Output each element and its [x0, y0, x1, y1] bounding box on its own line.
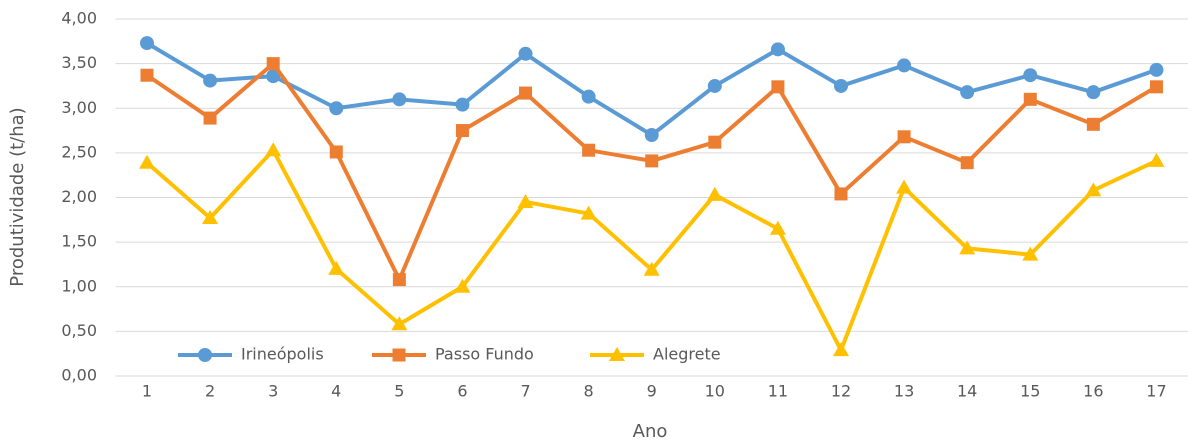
data-point [769, 220, 786, 235]
data-point [896, 179, 913, 194]
x-tick-label: 16 [1083, 382, 1103, 401]
data-point [833, 78, 848, 93]
data-point [771, 80, 785, 94]
data-point [329, 101, 344, 116]
data-point [834, 187, 848, 201]
data-point [1085, 182, 1102, 197]
data-point [265, 142, 282, 157]
data-point [580, 205, 597, 220]
x-tick-label: 11 [768, 382, 788, 401]
data-point [455, 97, 470, 112]
data-point [960, 85, 975, 100]
x-tick-label: 12 [831, 382, 851, 401]
legend-label: Alegrete [653, 345, 721, 364]
data-point [328, 260, 345, 275]
data-point [203, 73, 218, 88]
x-tick-label: 14 [957, 382, 977, 401]
legend-marker [392, 348, 406, 362]
x-tick-label: 13 [894, 382, 914, 401]
data-point [1023, 68, 1038, 83]
y-tick-label: 1,50 [61, 232, 97, 251]
data-point [140, 68, 154, 82]
series-line [145, 41, 1158, 138]
x-tick-label: 5 [394, 382, 404, 401]
data-point [1149, 62, 1164, 77]
data-point [391, 316, 408, 331]
y-tick-label: 2,00 [61, 187, 97, 206]
data-point [960, 156, 974, 170]
data-point [706, 186, 723, 201]
data-point [517, 193, 534, 208]
data-point [455, 124, 469, 138]
data-point [519, 86, 533, 100]
series-line [145, 61, 1158, 282]
y-tick-label: 3,00 [61, 98, 97, 117]
data-point [1022, 246, 1039, 261]
data-point [1086, 85, 1101, 100]
data-point [1023, 92, 1037, 106]
data-point [329, 145, 343, 159]
data-point [139, 36, 154, 51]
data-point [203, 111, 217, 125]
x-tick-label: 8 [584, 382, 594, 401]
data-point [392, 273, 406, 287]
y-tick-label: 1,00 [61, 276, 97, 295]
x-tick-label: 7 [520, 382, 530, 401]
legend-marker [198, 348, 212, 362]
x-axis-label: Ano [633, 421, 668, 442]
x-tick-label: 2 [205, 382, 215, 401]
legend-label: Passo Fundo [435, 345, 534, 364]
data-point [266, 69, 281, 84]
y-tick-label: 3,50 [61, 53, 97, 72]
x-tick-label: 3 [268, 382, 278, 401]
y-tick-label: 0,50 [61, 321, 97, 340]
y-tick-label: 4,00 [61, 9, 97, 28]
data-point [708, 135, 722, 149]
data-point [454, 278, 471, 293]
data-point [643, 261, 660, 276]
data-point [707, 78, 722, 93]
legend-marker [609, 347, 625, 361]
data-point [138, 154, 155, 169]
x-tick-label: 10 [705, 382, 725, 401]
data-point [897, 58, 912, 73]
data-point [645, 154, 659, 168]
x-tick-label: 15 [1020, 382, 1040, 401]
x-tick-label: 9 [647, 382, 657, 401]
data-point [1086, 117, 1100, 131]
data-point [770, 42, 785, 57]
data-point [644, 128, 659, 143]
x-tick-label: 17 [1146, 382, 1166, 401]
y-tick-label: 2,50 [61, 142, 97, 161]
data-point [202, 210, 219, 225]
data-point [959, 240, 976, 255]
data-point [832, 342, 849, 357]
x-tick-label: 6 [457, 382, 467, 401]
data-point [1148, 152, 1165, 167]
data-point [582, 143, 596, 157]
data-point [581, 89, 596, 104]
data-point [897, 130, 911, 144]
x-tick-label: 4 [331, 382, 341, 401]
legend-label: Irineópolis [241, 345, 324, 364]
data-point [266, 57, 280, 71]
y-axis-label: Produtividade (t/ha) [7, 107, 28, 286]
data-point [518, 46, 533, 61]
x-tick-label: 1 [142, 382, 152, 401]
series-line [145, 148, 1158, 353]
data-point [392, 92, 407, 107]
y-tick-label: 0,00 [61, 366, 97, 385]
data-point [1149, 80, 1163, 94]
